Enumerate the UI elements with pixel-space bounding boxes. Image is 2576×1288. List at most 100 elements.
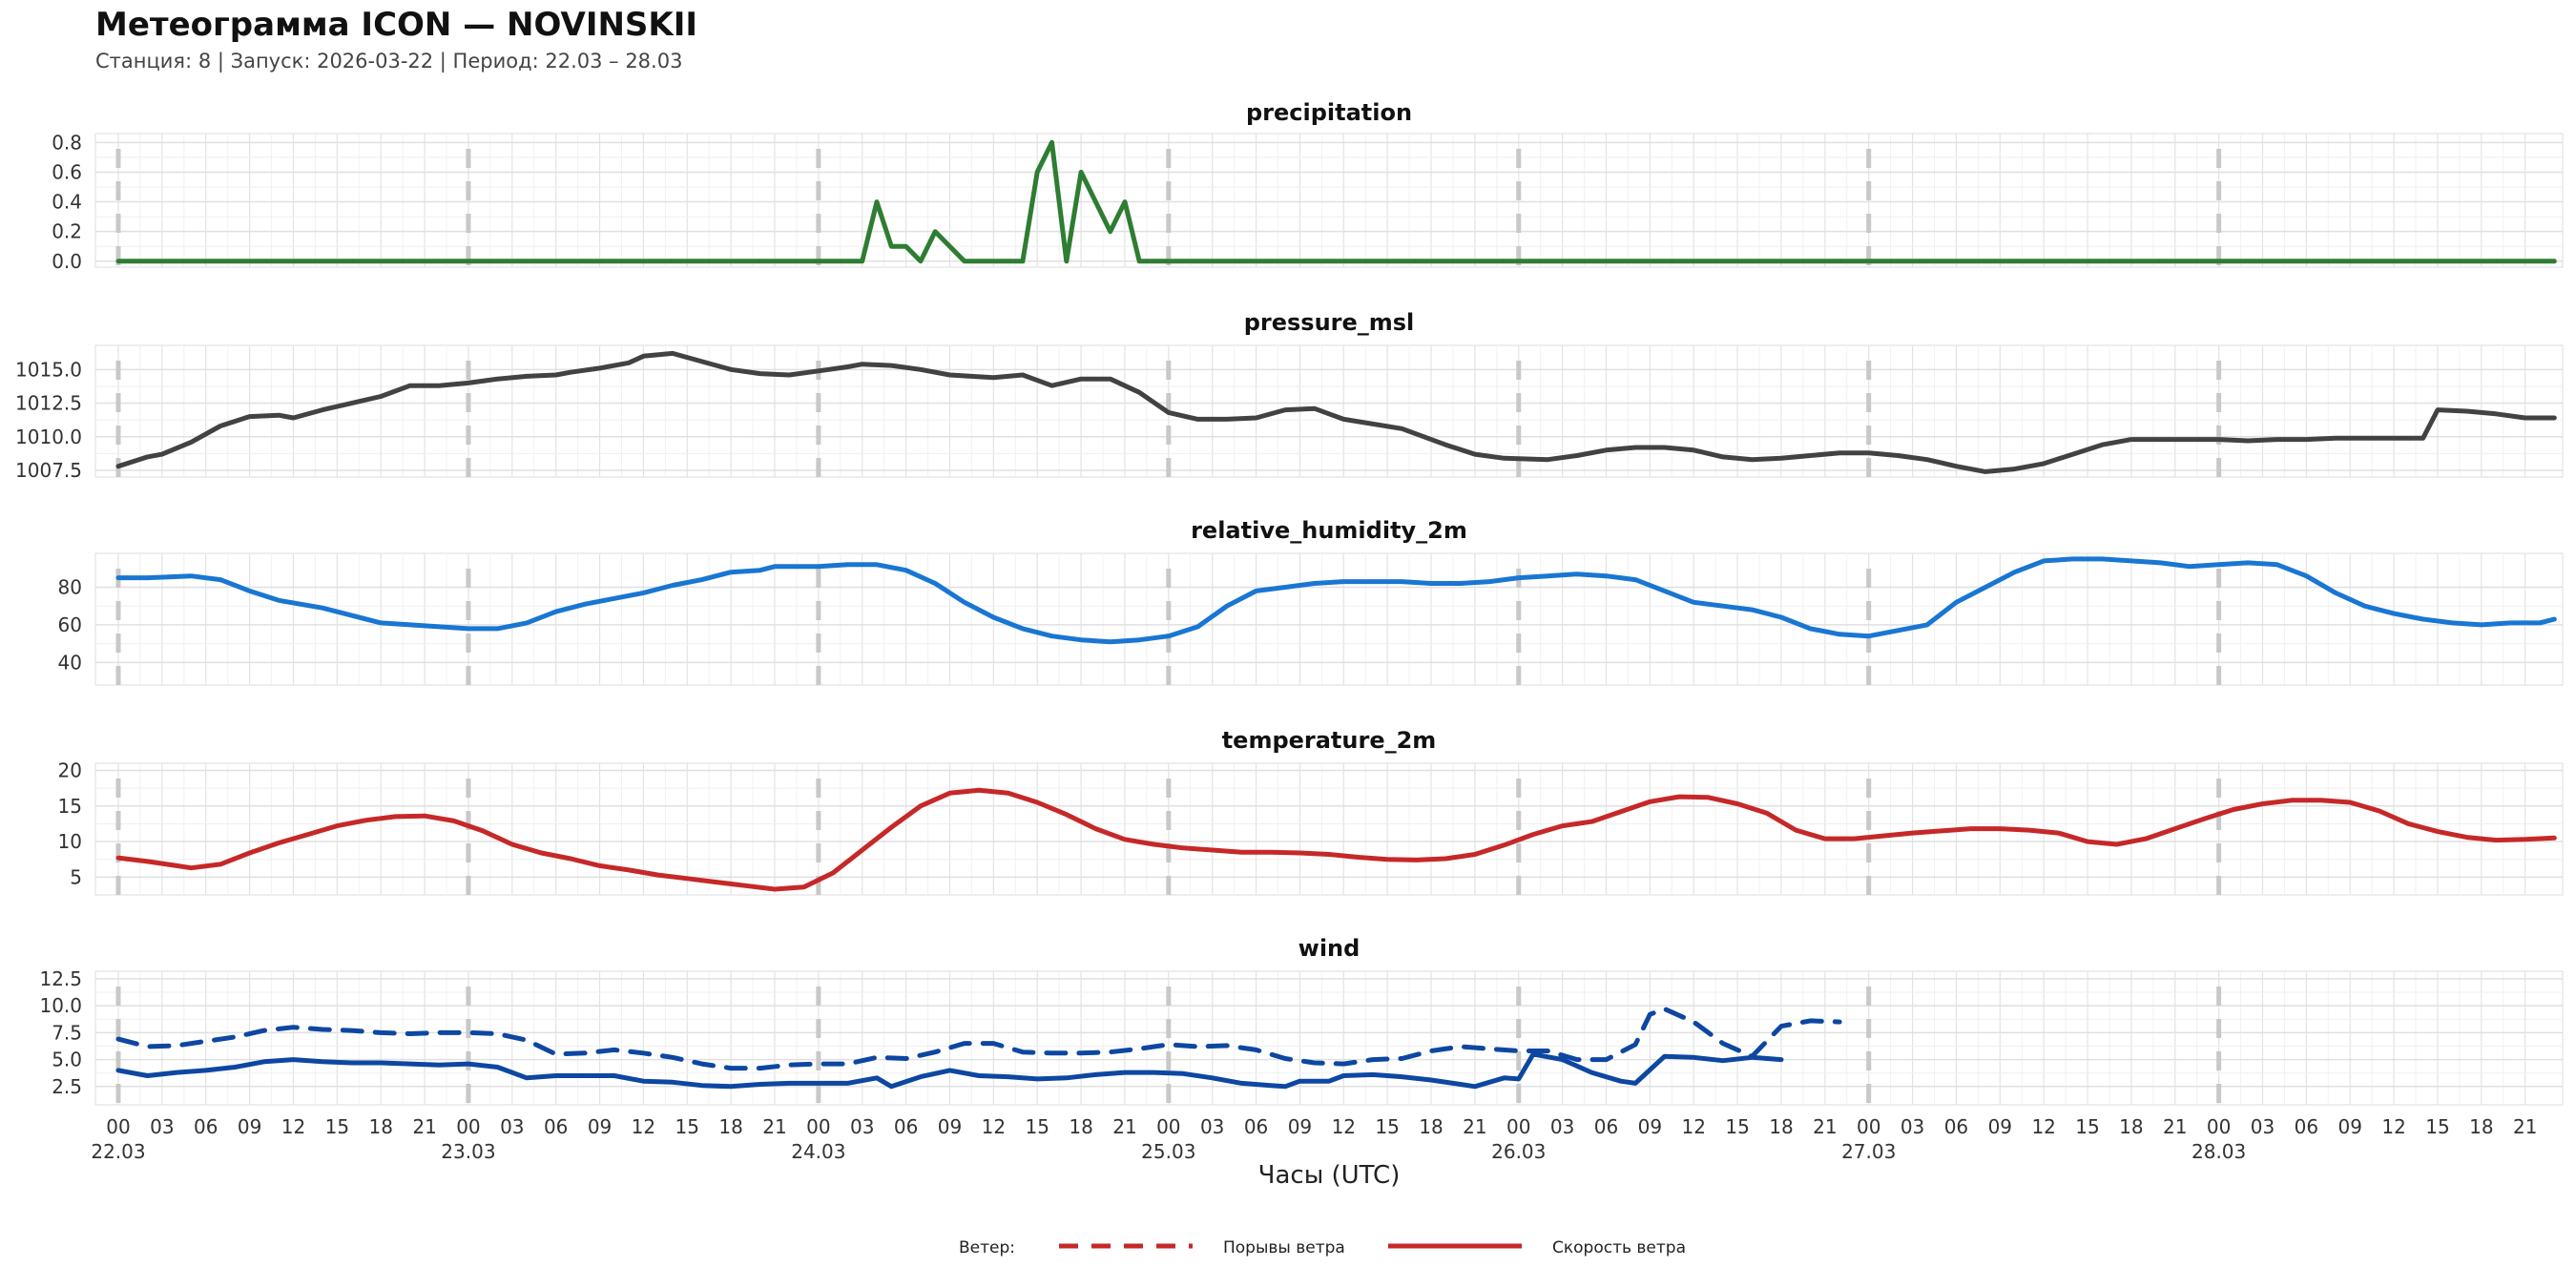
y-tick-label: 0.6: [52, 160, 82, 183]
x-tick-label: 15: [2075, 1115, 2099, 1138]
y-tick-label: 1012.5: [15, 392, 82, 415]
series-line-speed: [115, 1051, 1784, 1090]
x-tick-label: 00: [2207, 1115, 2231, 1138]
x-tick-label: 12: [281, 1115, 305, 1138]
x-tick-label: 15: [325, 1115, 349, 1138]
x-tick-label: 12: [632, 1115, 655, 1138]
x-tick-label: 12: [982, 1115, 1006, 1138]
panel-title: pressure_msl: [1244, 309, 1415, 336]
x-tick-label: 00: [1156, 1115, 1180, 1138]
x-tick-label: 15: [1025, 1115, 1049, 1138]
x-tick-label: 09: [588, 1115, 612, 1138]
x-tick-label: 06: [1594, 1115, 1618, 1138]
y-tick-label: 0.2: [52, 220, 82, 243]
y-tick-label: 5.0: [52, 1049, 82, 1071]
x-tick-label: 03: [850, 1115, 874, 1138]
y-tick-label: 1007.5: [15, 459, 82, 482]
x-axis-label: Часы (UTC): [1258, 1161, 1401, 1190]
panel-relative_humidity_2m: 40 60 80 relative_humidity_2m: [58, 517, 2564, 686]
y-tick-label: 2.5: [52, 1075, 82, 1098]
x-tick-label: 21: [1112, 1115, 1136, 1138]
panel-frame: [94, 552, 2564, 686]
x-day-label: 27.03: [1841, 1140, 1896, 1163]
y-tick-label: 5: [70, 865, 82, 888]
x-tick-label: 18: [1769, 1115, 1793, 1138]
panel-frame: [94, 133, 2564, 268]
x-tick-label: 00: [1857, 1115, 1880, 1138]
x-tick-label: 12: [2381, 1115, 2405, 1138]
x-day-label: 26.03: [1491, 1140, 1546, 1163]
x-tick-label: 03: [150, 1115, 174, 1138]
x-tick-label: 06: [894, 1115, 918, 1138]
y-tick-label: 0.0: [52, 250, 82, 273]
legend-entry-label: Порывы ветра: [1223, 1238, 1345, 1257]
x-tick-label: 12: [1332, 1115, 1356, 1138]
y-tick-label: 10.0: [39, 994, 82, 1017]
x-tick-label: 09: [238, 1115, 261, 1138]
legend-entry-label: Скорость ветра: [1552, 1238, 1686, 1257]
x-tick-label: 00: [456, 1115, 480, 1138]
y-tick-label: 1015.0: [15, 358, 82, 381]
panel-title: precipitation: [1246, 99, 1412, 126]
x-tick-label: 18: [1069, 1115, 1092, 1138]
panel-temperature_2m: 5 10 15 20 temperature_2m: [58, 727, 2564, 896]
series-line-precipitation: [115, 139, 2557, 264]
x-tick-label: 06: [2295, 1115, 2318, 1138]
x-tick-label: 06: [544, 1115, 568, 1138]
x-day-label: 22.03: [91, 1140, 145, 1163]
panel-frame: [94, 344, 2564, 478]
panel-pressure_msl: 1007.5 1010.0 1012.5 1015.0 pressure_msl: [15, 309, 2564, 482]
x-tick-label: 21: [2513, 1115, 2537, 1138]
panel-wind: 2.5 5.0 7.5 10.0 12.5 wind: [39, 935, 2564, 1106]
x-tick-label: 09: [1288, 1115, 1312, 1138]
legend: Ветер: Порывы ветра Скорость ветра: [959, 1238, 1686, 1257]
x-tick-label: 18: [1419, 1115, 1443, 1138]
x-day-label: 23.03: [441, 1140, 495, 1163]
y-tick-label: 7.5: [52, 1021, 82, 1044]
x-tick-label: 06: [194, 1115, 218, 1138]
series-line-temperature_2m: [115, 787, 2557, 892]
x-tick-label: 00: [106, 1115, 130, 1138]
y-tick-label: 0.8: [52, 131, 82, 154]
x-tick-label: 09: [938, 1115, 962, 1138]
x-tick-label: 21: [1813, 1115, 1837, 1138]
x-day-label: 25.03: [1141, 1140, 1195, 1163]
series-line-relative_humidity_2m: [115, 556, 2557, 645]
x-tick-label: 15: [1725, 1115, 1749, 1138]
panel-title: relative_humidity_2m: [1191, 517, 1467, 544]
x-tick-label: 09: [1638, 1115, 1662, 1138]
y-tick-label: 10: [58, 830, 82, 853]
x-axis: 00 03 06 09 12 15 18 21 00 03 06 09 12 15 18 21 00 03 06 09…: [91, 1115, 2537, 1190]
panel-frame: [94, 970, 2564, 1106]
x-tick-label: 15: [675, 1115, 699, 1138]
x-tick-label: 03: [1200, 1115, 1224, 1138]
x-tick-label: 21: [412, 1115, 436, 1138]
y-tick-label: 60: [58, 613, 82, 636]
panel-title: wind: [1298, 935, 1361, 962]
x-tick-label: 21: [762, 1115, 786, 1138]
x-day-label: 28.03: [2192, 1140, 2246, 1163]
x-tick-label: 09: [2338, 1115, 2362, 1138]
legend-title: Ветер:: [959, 1238, 1015, 1257]
x-tick-label: 12: [1682, 1115, 1706, 1138]
x-tick-label: 03: [500, 1115, 524, 1138]
x-tick-label: 18: [2119, 1115, 2143, 1138]
x-tick-label: 15: [2425, 1115, 2449, 1138]
x-tick-label: 03: [1550, 1115, 1574, 1138]
x-tick-label: 15: [1375, 1115, 1399, 1138]
x-tick-label: 06: [1244, 1115, 1268, 1138]
x-tick-label: 18: [368, 1115, 392, 1138]
y-tick-label: 40: [58, 651, 82, 674]
y-tick-label: 12.5: [39, 967, 82, 990]
y-tick-label: 0.4: [52, 191, 82, 214]
x-tick-label: 03: [2251, 1115, 2275, 1138]
series-line-pressure_msl: [115, 350, 2557, 474]
x-tick-label: 03: [1901, 1115, 1924, 1138]
y-tick-label: 20: [58, 758, 82, 781]
x-tick-label: 12: [2031, 1115, 2055, 1138]
x-tick-label: 18: [2469, 1115, 2493, 1138]
x-tick-label: 18: [718, 1115, 742, 1138]
panel-precipitation: 0.0 0.2 0.4 0.6 0.8 precipitation: [52, 99, 2564, 273]
y-tick-label: 15: [58, 795, 82, 818]
